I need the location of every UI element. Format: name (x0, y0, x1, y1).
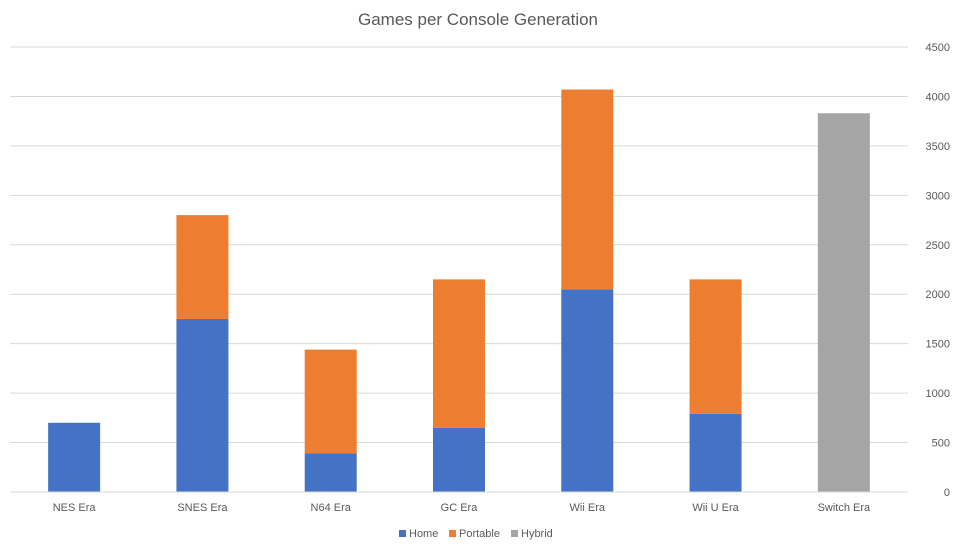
bar-home-snes-era (176, 318, 229, 492)
y-tick-label: 4000 (926, 91, 950, 103)
bars (48, 89, 870, 492)
x-tick-label: Wii Era (570, 502, 606, 514)
y-tick-label: 2000 (926, 289, 950, 301)
y-tick-label: 0 (944, 487, 950, 499)
bar-home-wii-era (561, 289, 614, 492)
legend-swatch (399, 530, 406, 537)
legend-item-home: Home (399, 528, 438, 540)
legend-item-portable: Portable (449, 528, 500, 540)
legend-label: Hybrid (521, 528, 553, 540)
x-tick-label: GC Era (441, 502, 479, 514)
y-axis: 0 500 1000 1500 2000 2500 3000 3500 4000 4500 (926, 42, 950, 499)
bar-portable-wii-era (561, 89, 614, 290)
y-tick-label: 1500 (926, 339, 950, 351)
x-axis: NES Era SNES Era N64 Era GC Era Wii Era Wii U… (10, 491, 908, 514)
bar-portable-n64-era (304, 349, 357, 454)
bar-hybrid-switch-era (817, 113, 870, 492)
x-tick-label: NES Era (53, 502, 97, 514)
x-tick-label: Switch Era (818, 502, 871, 514)
x-tick-label: SNES Era (177, 502, 228, 514)
bar-home-nes-era (48, 422, 101, 492)
bar-home-n64-era (304, 453, 357, 492)
y-tick-label: 3000 (926, 190, 950, 202)
bar-home-gc-era (433, 427, 485, 492)
bar-portable-wii-u-era (689, 279, 742, 414)
y-tick-label: 500 (932, 438, 950, 450)
legend-label: Home (409, 528, 438, 540)
y-tick-label: 1000 (926, 388, 950, 400)
bar-portable-gc-era (433, 279, 485, 428)
y-tick-label: 3500 (926, 141, 950, 153)
x-tick-label: N64 Era (311, 502, 352, 514)
legend-swatch (511, 530, 518, 537)
bar-portable-snes-era (176, 215, 229, 319)
legend-swatch (449, 530, 456, 537)
y-tick-label: 4500 (926, 42, 950, 54)
x-tick-label: Wii U Era (692, 502, 739, 514)
bar-home-wii-u-era (689, 413, 742, 492)
legend-label: Portable (459, 528, 500, 540)
y-tick-label: 2500 (926, 240, 950, 252)
chart-title: Games per Console Generation (358, 10, 598, 29)
legend: Home Portable Hybrid (399, 528, 553, 540)
legend-item-hybrid: Hybrid (511, 528, 553, 540)
